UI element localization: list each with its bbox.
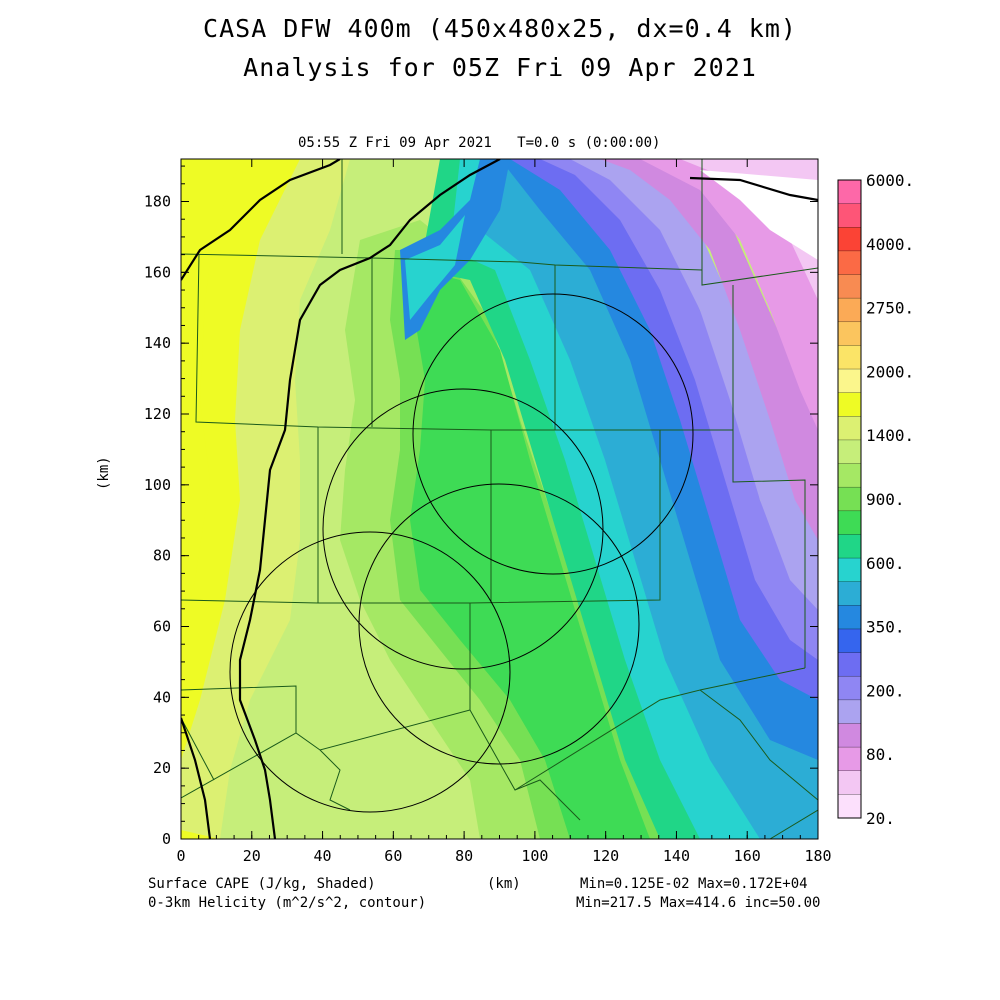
colorbar-label: 2000. [866, 362, 914, 381]
y-tick-label: 180 [144, 193, 171, 211]
colorbar-swatch [838, 203, 861, 228]
radar-rings [229, 293, 694, 813]
x-tick-label: 100 [521, 847, 548, 865]
colorbar-label: 6000. [866, 171, 914, 190]
colorbar-swatch [838, 558, 861, 583]
x-tick-label: 160 [734, 847, 761, 865]
colorbar-swatch [838, 298, 861, 323]
colorbar-swatch [838, 723, 861, 748]
colorbar-swatch [838, 274, 861, 299]
colorbar-swatch [838, 487, 861, 512]
x-tick-label: 120 [592, 847, 619, 865]
y-tick-label: 60 [153, 618, 171, 636]
footer-left-1: Surface CAPE (J/kg, Shaded) [148, 876, 376, 892]
colorbar-label: 350. [866, 618, 905, 637]
footer-right-1: Min=0.125E-02 Max=0.172E+04 [580, 876, 808, 892]
title-line-2: Analysis for 05Z Fri 09 Apr 2021 [243, 53, 757, 82]
x-tick-label: 20 [243, 847, 261, 865]
y-tick-label: 80 [153, 547, 171, 565]
x-tick-label: 40 [314, 847, 332, 865]
colorbar-swatch [838, 416, 861, 441]
colorbar-swatch [838, 628, 861, 654]
colorbar-swatch [838, 250, 861, 276]
colorbar-swatch [838, 652, 861, 677]
colorbar-swatch [838, 321, 861, 346]
footer-right-2: Min=217.5 Max=414.6 inc=50.00 [576, 895, 821, 911]
state-boundaries [181, 159, 818, 839]
title-line-1: CASA DFW 400m (450x480x25, dx=0.4 km) [203, 14, 797, 43]
colorbar-swatch [838, 345, 861, 370]
colorbar-swatch [838, 392, 861, 417]
y-axis-ticks: 0 20 40 60 80 100 120 140 160 180 [144, 165, 818, 848]
colorbar-swatch [838, 770, 861, 795]
x-axis-ticks: 0 20 40 60 80 100 120 140 160 180 [176, 159, 832, 865]
x-tick-label: 140 [663, 847, 690, 865]
colorbar-label: 200. [866, 681, 905, 700]
x-tick-label: 0 [176, 847, 185, 865]
colorbar-label: 20. [866, 809, 895, 828]
colorbar-swatch [838, 747, 861, 772]
x-axis-unit: (km) [487, 876, 521, 892]
y-tick-label: 120 [144, 405, 171, 423]
x-tick-label: 60 [384, 847, 402, 865]
colorbar-label: 600. [866, 554, 905, 573]
colorbar-label: 2750. [866, 299, 914, 318]
colorbar-label: 80. [866, 745, 895, 764]
colorbar-swatch [838, 180, 861, 205]
colorbar-swatch [838, 369, 861, 394]
plot-header: 05:55 Z Fri 09 Apr 2021 T=0.0 s (0:00:00… [298, 135, 661, 151]
colorbar-swatch [838, 227, 861, 252]
colorbar-swatch [838, 581, 861, 606]
colorbar-swatch [838, 439, 861, 465]
colorbar-swatch [838, 794, 861, 819]
colorbar: 6000. 4000. 2750. 2000. 1400. 900. 600. 350. 200… [837, 171, 914, 828]
colorbar-label: 4000. [866, 235, 914, 254]
x-tick-label: 80 [455, 847, 473, 865]
colorbar-swatch [838, 463, 861, 488]
colorbar-swatch [838, 510, 861, 535]
x-tick-label: 180 [804, 847, 831, 865]
colorbar-swatch [838, 534, 861, 559]
footer-left-2: 0-3km Helicity (m^2/s^2, contour) [148, 895, 427, 911]
colorbar-swatch [838, 699, 861, 724]
county-lines [181, 159, 818, 839]
colorbar-frame [837, 179, 862, 819]
colorbar-label: 900. [866, 490, 905, 509]
colorbar-swatch [838, 605, 861, 630]
cape-shading [181, 159, 818, 839]
colorbar-label: 1400. [866, 426, 914, 445]
y-tick-label: 40 [153, 688, 171, 706]
y-tick-label: 140 [144, 334, 171, 352]
colorbar-swatch [838, 676, 861, 701]
y-tick-label: 20 [153, 759, 171, 777]
y-axis-unit: (km) [96, 456, 112, 490]
y-tick-label: 160 [144, 263, 171, 281]
y-tick-label: 0 [162, 830, 171, 848]
y-tick-label: 100 [144, 476, 171, 494]
